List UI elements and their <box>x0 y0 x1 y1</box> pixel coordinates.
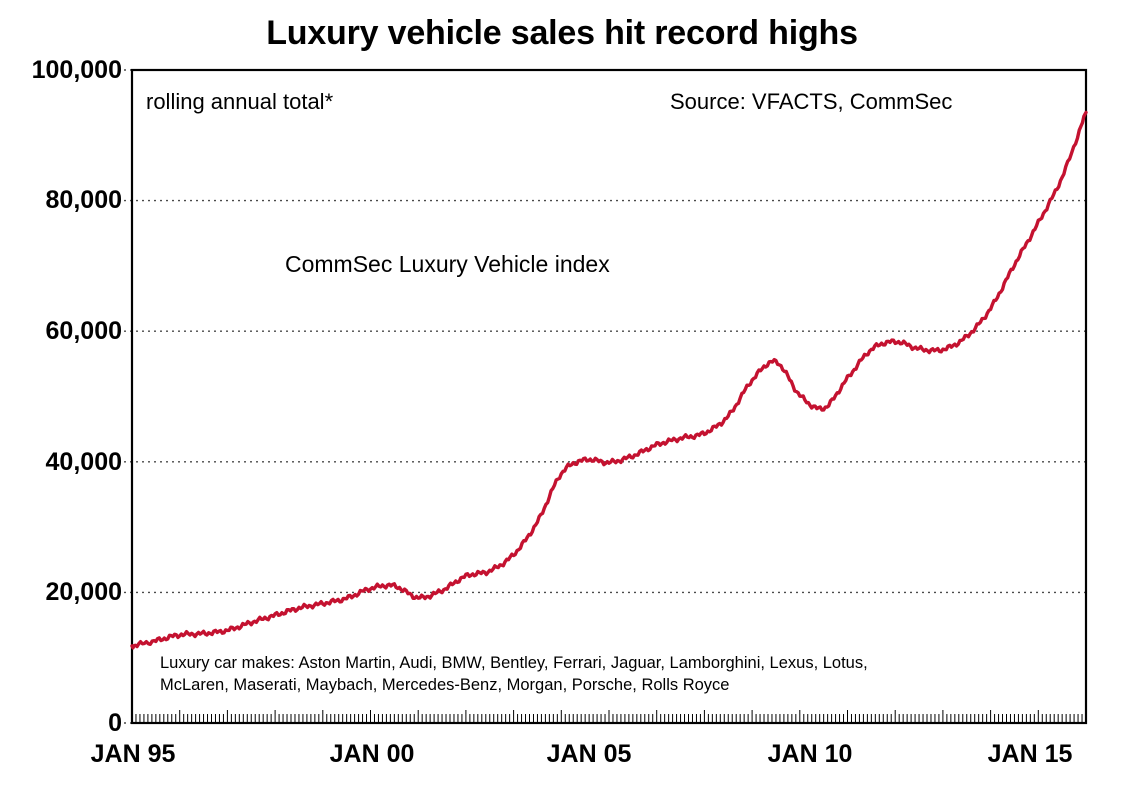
page-title: Luxury vehicle sales hit record highs <box>266 14 858 52</box>
gridlines <box>118 69 1086 724</box>
footnote-line-2: McLaren, Maserati, Maybach, Mercedes-Ben… <box>160 676 730 694</box>
ytick-label-40000: 40,000 <box>45 448 122 476</box>
ytick-label-20000: 20,000 <box>45 578 122 606</box>
xtick-label-jan-15: JAN 15 <box>987 740 1073 768</box>
data-line-commsec-luxury-index <box>130 110 1088 650</box>
annotation-series-label: CommSec Luxury Vehicle index <box>285 251 610 277</box>
ytick-label-0: 0 <box>108 709 122 737</box>
footnote-line-1: Luxury car makes: Aston Martin, Audi, BM… <box>160 654 868 672</box>
xtick-label-jan-95: JAN 95 <box>90 740 176 768</box>
xtick-label-jan-05: JAN 05 <box>546 740 632 768</box>
ytick-label-60000: 60,000 <box>45 317 122 345</box>
ytick-label-100000: 100,000 <box>31 56 122 84</box>
annotation-source: Source: VFACTS, CommSec <box>670 89 953 114</box>
x-axis-monthly-ticks <box>131 710 1087 723</box>
xtick-label-jan-10: JAN 10 <box>767 740 853 768</box>
xtick-label-jan-00: JAN 00 <box>329 740 415 768</box>
ytick-label-80000: 80,000 <box>45 186 122 214</box>
plot-frame <box>130 68 1088 725</box>
annotation-rolling-annual-total: rolling annual total* <box>146 89 334 114</box>
